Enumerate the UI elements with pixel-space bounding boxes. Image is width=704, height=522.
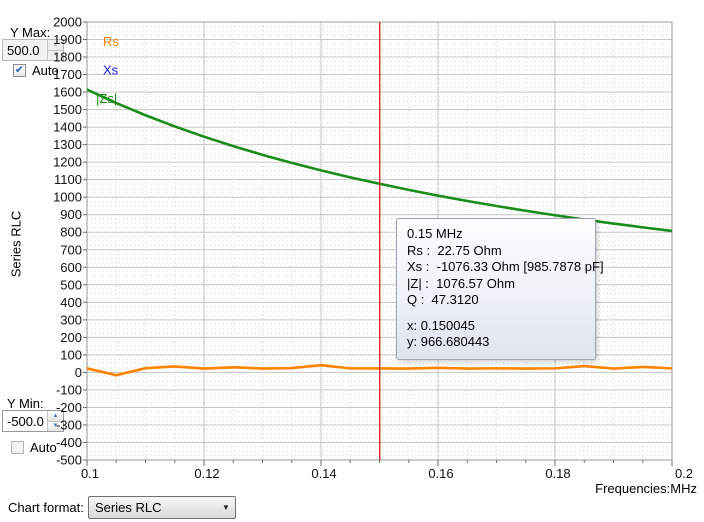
legend-label-xs: Xs [103, 63, 119, 78]
tooltip-frequency: 0.15 MHz [407, 226, 463, 241]
x-tick-label: 0.12 [194, 466, 219, 481]
tooltip-z: |Z| : 1076.57 Ohm [407, 275, 515, 291]
y-tick-label: 200 [60, 330, 82, 345]
y-tick-label: -200 [56, 400, 82, 415]
tooltip-xs: Xs : -1076.33 Ohm [985.7878 pF] [407, 259, 604, 274]
chart-format-label: Chart format: [8, 500, 84, 515]
y-tick-label: 0 [75, 365, 82, 380]
x-tick-label: 0.16 [428, 466, 453, 481]
y-tick-label: 1200 [53, 155, 82, 170]
y-min-spinner[interactable]: ▲ ▼ [2, 410, 64, 432]
y-tick-label: 1900 [53, 32, 82, 47]
y-tick-label: 400 [60, 295, 82, 310]
y-tick-label: 1800 [53, 50, 82, 65]
tooltip-spacer [407, 309, 585, 318]
y-tick-label: 500 [60, 277, 82, 292]
y-tick-label: 1100 [54, 172, 82, 187]
y-tick-label: -400 [56, 435, 82, 450]
rlc-chart[interactable]: 2000190018001700160015001400130012001100… [0, 0, 704, 496]
tooltip-x-coord: x: 0.150045 [407, 317, 475, 333]
y-max-auto-checkbox[interactable]: ✔ [13, 64, 26, 77]
y-max-auto-label: Auto [32, 63, 59, 78]
y-tick-label: 1600 [53, 85, 82, 100]
y-max-auto-row: ✔ Auto [13, 63, 59, 78]
tooltip-y-coord: y: 966.680443 [407, 334, 490, 349]
y-min-auto-row: ✔ Auto [11, 440, 57, 455]
y-max-label: Y Max: [10, 25, 51, 40]
spin-up-icon[interactable]: ▲ [48, 40, 63, 50]
tooltip-q: Q : 47.3120 [407, 292, 479, 307]
y-max-spinner[interactable]: ▲ ▼ [2, 39, 64, 61]
spin-down-icon[interactable]: ▼ [48, 49, 63, 60]
tooltip-rs: Rs : 22.75 Ohm [407, 242, 502, 258]
x-tick-label: 0.14 [311, 466, 336, 481]
spin-down-icon[interactable]: ▼ [48, 420, 63, 431]
legend-label-zs: |Zs| [96, 91, 117, 106]
y-tick-label: 600 [60, 260, 82, 275]
x-axis-title: Frequencies:MHz [595, 481, 697, 496]
y-min-input[interactable] [3, 411, 47, 431]
y-tick-label: 700 [60, 242, 82, 257]
y-tick-label: -500 [56, 453, 82, 468]
y-max-spin-buttons: ▲ ▼ [47, 40, 63, 60]
y-min-spin-buttons: ▲ ▼ [47, 411, 63, 431]
check-icon: ✔ [14, 64, 25, 76]
y-tick-label: 800 [60, 225, 82, 240]
y-tick-label: 300 [60, 312, 82, 327]
legend-label-rs: Rs [103, 34, 119, 49]
y-tick-label: -100 [56, 382, 82, 397]
chart-format-select[interactable]: Series RLC ▼ [88, 496, 236, 519]
y-tick-label: 900 [60, 207, 82, 222]
spin-up-icon[interactable]: ▲ [48, 411, 63, 421]
x-tick-label: 0.18 [545, 466, 570, 481]
y-tick-label: 1000 [53, 190, 82, 205]
y-tick-label: 2000 [53, 15, 82, 30]
y-max-input[interactable] [3, 40, 47, 60]
y-tick-label: -300 [56, 417, 82, 432]
y-min-auto-checkbox[interactable]: ✔ [11, 441, 24, 454]
y-tick-label: 100 [60, 347, 82, 362]
y-min-label: Y Min: [7, 396, 44, 411]
y-tick-label: 1400 [53, 120, 82, 135]
chevron-down-icon: ▼ [222, 503, 230, 512]
y-min-auto-label: Auto [30, 440, 57, 455]
y-tick-label: 1300 [53, 137, 82, 152]
chart-format-value: Series RLC [95, 500, 162, 515]
x-tick-label: 0.2 [675, 466, 693, 481]
y-tick-label: 1700 [53, 67, 82, 82]
y-tick-label: 1500 [53, 102, 82, 117]
cursor-tooltip: 0.15 MHz Rs : 22.75 Ohm Xs : -1076.33 Oh… [396, 218, 604, 360]
x-tick-label: 0.1 [81, 466, 99, 481]
